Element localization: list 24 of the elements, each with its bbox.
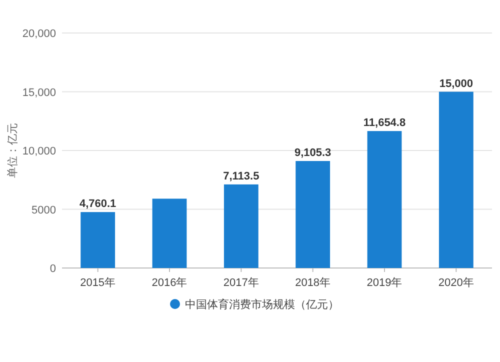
x-tick-label: 2018年 (295, 277, 331, 289)
bar (296, 161, 330, 268)
x-tick-label: 2019年 (366, 277, 402, 289)
x-tick-label: 2020年 (438, 277, 474, 289)
bar (152, 198, 187, 268)
text: 15,000 (439, 78, 473, 90)
y-tick-label: 5000 (32, 204, 56, 216)
x-tick-label: 2015年 (80, 277, 116, 289)
bar (80, 212, 116, 268)
y-tick-label: 10,000 (22, 146, 56, 158)
x-tick-label: 2017年 (223, 277, 259, 289)
y-tick-label: 20,000 (22, 28, 56, 40)
bar (438, 92, 474, 268)
y-tick-label: 0 (50, 263, 56, 275)
bar (367, 131, 402, 268)
text: 11,654.8 (363, 117, 406, 130)
text: 7,113.5 (223, 170, 260, 182)
bar (224, 184, 258, 268)
y-axis-title: 单位：亿元 (6, 123, 19, 178)
x-tick-label: 2016年 (152, 277, 188, 289)
legend-label: 中国体育消费市场规模（亿元） (185, 298, 339, 311)
y-tick-label: 15,000 (22, 86, 56, 99)
text: 4,760.1 (79, 198, 116, 210)
text: 9,105.3 (294, 147, 332, 160)
